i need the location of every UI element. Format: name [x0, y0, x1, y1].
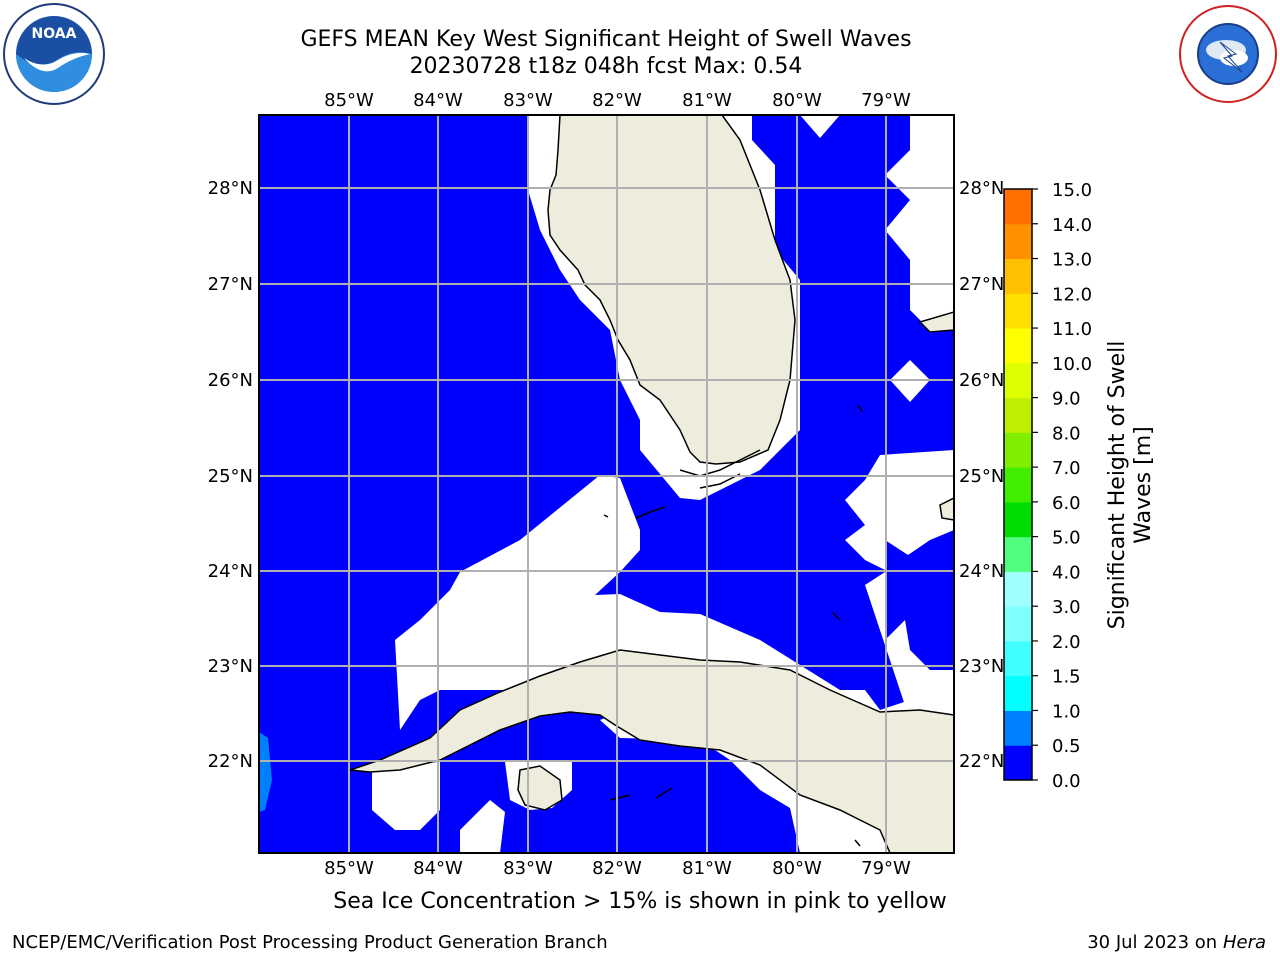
colorbar-swatch — [1004, 432, 1032, 468]
keys — [603, 404, 863, 847]
lon-label-bottom: 85°W — [324, 858, 374, 879]
colorbar-swatch — [1004, 745, 1032, 781]
colorbar-tick-label: 1.5 — [1052, 667, 1081, 688]
footer-date: 30 Jul 2023 on Hera — [1087, 932, 1266, 953]
colorbar-swatch — [1004, 397, 1032, 433]
lat-label-right: 26°N — [959, 370, 1004, 391]
lon-label-top: 82°W — [592, 90, 642, 111]
lon-label-top: 84°W — [413, 90, 463, 111]
colorbar-swatch — [1004, 362, 1032, 399]
footer-credit: NCEP/EMC/Verification Post Processing Pr… — [12, 932, 608, 953]
chart-title-line2: 20230728 t18z 048h fcst Max: 0.54 — [409, 54, 803, 79]
lon-label-top: 80°W — [772, 90, 822, 111]
colorbar-swatch — [1004, 293, 1032, 329]
footer-host: Hera — [1222, 932, 1266, 953]
lon-label-top: 81°W — [682, 90, 732, 111]
colorbar-tick-label: 7.0 — [1052, 458, 1081, 479]
lon-label-top: 83°W — [503, 90, 553, 111]
colorbar-tick-label: 3.0 — [1052, 597, 1081, 618]
colorbar-tick-label: 14.0 — [1052, 215, 1092, 236]
lon-label-bottom: 79°W — [861, 858, 911, 879]
colorbar-tick-label: 12.0 — [1052, 284, 1092, 305]
colorbar-swatch — [1004, 189, 1032, 225]
lon-label-bottom: 83°W — [503, 858, 553, 879]
lat-label-left: 26°N — [208, 370, 253, 391]
colorbar-tick-label: 4.0 — [1052, 562, 1081, 583]
lon-label-bottom: 81°W — [682, 858, 732, 879]
colorbar-tick-label: 6.0 — [1052, 493, 1081, 514]
colorbar-swatch — [1004, 640, 1032, 677]
lat-label-left: 27°N — [208, 274, 253, 295]
colorbar-frame — [1003, 188, 1033, 781]
colorbar-swatch — [1004, 675, 1032, 711]
lon-label-bottom: 84°W — [413, 858, 463, 879]
map-frame — [258, 114, 955, 854]
colorbar-swatch — [1004, 710, 1032, 746]
colorbar-tick-label: 10.0 — [1052, 354, 1092, 375]
gridlines — [259, 115, 954, 853]
colorbar-swatch — [1004, 258, 1032, 294]
lat-label-right: 24°N — [959, 561, 1004, 582]
nws-logo — [1179, 5, 1277, 103]
lon-label-top: 85°W — [324, 90, 374, 111]
colorbar-swatch — [1004, 571, 1032, 607]
colorbar: 15.0 14.0 13.0 12.0 11.0 10.0 9.0 8.0 7.0 6.0 5.0 4… — [1003, 180, 1092, 792]
lat-label-left: 23°N — [208, 656, 253, 677]
noaa-logo: NOAA — [3, 3, 105, 105]
lon-label-bottom: 80°W — [772, 858, 822, 879]
noaa-logo-text: NOAA — [32, 26, 77, 42]
land — [349, 115, 954, 853]
colorbar-tick-label: 13.0 — [1052, 250, 1092, 271]
lon-label-bottom: 82°W — [592, 858, 642, 879]
lon-label-top: 79°W — [861, 90, 911, 111]
lat-label-right: 25°N — [959, 466, 1004, 487]
colorbar-tick-label: 0.5 — [1052, 736, 1081, 757]
lat-label-left: 24°N — [208, 561, 253, 582]
colorbar-tick-label: 5.0 — [1052, 528, 1081, 549]
lat-label-left: 22°N — [208, 751, 253, 772]
colorbar-tick-label: 8.0 — [1052, 423, 1081, 444]
colorbar-tick-label: 9.0 — [1052, 389, 1081, 410]
colorbar-tick-label: 15.0 — [1052, 180, 1092, 201]
colorbar-label-line2: Waves [m] — [1131, 426, 1156, 543]
lat-label-left: 25°N — [208, 466, 253, 487]
lat-label-right: 28°N — [959, 178, 1004, 199]
colorbar-tick-label: 2.0 — [1052, 632, 1081, 653]
chart-title-line1: GEFS MEAN Key West Significant Height of… — [300, 27, 912, 52]
colorbar-swatch — [1004, 536, 1032, 572]
colorbar-tick-label: 1.0 — [1052, 701, 1081, 722]
colorbar-swatch — [1004, 328, 1032, 364]
lat-label-right: 27°N — [959, 274, 1004, 295]
colorbar-tick-label: 0.0 — [1052, 771, 1081, 792]
colorbar-label-line1: Significant Height of Swell — [1105, 341, 1130, 630]
colorbar-tick-label: 11.0 — [1052, 319, 1092, 340]
water-field-mid — [259, 732, 272, 812]
lat-label-right: 22°N — [959, 751, 1004, 772]
colorbar-swatch — [1004, 606, 1032, 642]
colorbar-swatch — [1004, 223, 1032, 260]
colorbar-swatch — [1004, 467, 1032, 503]
footer-date-prefix: 30 Jul 2023 on — [1087, 932, 1223, 953]
axis-labels: 85°W 84°W 83°W 82°W 81°W 80°W 79°W 85°W … — [208, 90, 1005, 879]
lat-label-right: 23°N — [959, 656, 1004, 677]
lat-label-left: 28°N — [208, 178, 253, 199]
sea-ice-caption: Sea Ice Concentration > 15% is shown in … — [333, 889, 947, 914]
colorbar-swatch — [1004, 501, 1032, 538]
